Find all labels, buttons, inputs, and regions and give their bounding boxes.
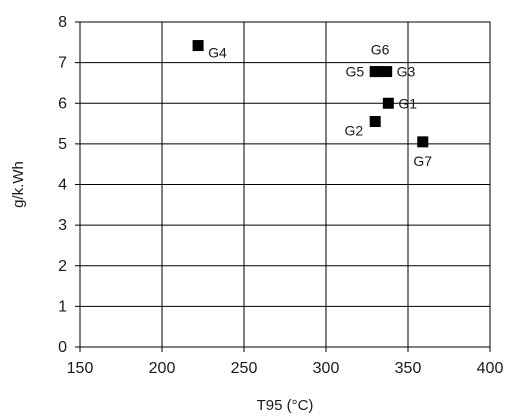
- data-point-g3: [381, 66, 393, 78]
- y-tick-label: 6: [58, 95, 67, 112]
- tick-label-layer: 150 200 250 300 350 400 0 1 2 3 4 5 6 7 8: [58, 14, 503, 377]
- x-tick-label: 200: [149, 360, 176, 377]
- y-tick-label: 5: [58, 136, 67, 153]
- x-tick-label: 350: [395, 360, 422, 377]
- grid-layer: [80, 22, 490, 347]
- point-label-g7: G7: [413, 153, 432, 169]
- data-point-g1: [382, 97, 394, 109]
- x-tick-label: 300: [313, 360, 340, 377]
- point-label-g5: G5: [346, 64, 365, 80]
- x-tick-label: 400: [477, 360, 504, 377]
- x-axis-title: T95 (°C): [257, 397, 314, 414]
- y-tick-label: 8: [58, 14, 67, 31]
- data-point-g7: [417, 136, 429, 148]
- y-tick-label: 1: [58, 298, 67, 315]
- y-tick-label: 0: [58, 339, 67, 356]
- point-label-g6: G6: [371, 42, 390, 58]
- point-label-g2: G2: [345, 123, 364, 139]
- data-point-g6: [374, 66, 386, 78]
- x-tick-label: 250: [231, 360, 258, 377]
- y-tick-label: 7: [58, 55, 67, 72]
- point-label-g3: G3: [397, 64, 416, 80]
- point-label-g1: G1: [398, 95, 417, 111]
- x-tick-label: 150: [67, 360, 94, 377]
- data-point-g2: [369, 116, 381, 128]
- y-tick-label: 2: [58, 258, 67, 275]
- point-label-g4: G4: [208, 45, 227, 61]
- y-tick-label: 4: [58, 177, 67, 194]
- data-point-layer: G1 G2 G3 G4 G5 G6 G7: [192, 40, 432, 169]
- data-point-g4: [192, 40, 204, 52]
- y-axis-title: g/k.Wh: [10, 161, 27, 208]
- y-tick-label: 3: [58, 217, 67, 234]
